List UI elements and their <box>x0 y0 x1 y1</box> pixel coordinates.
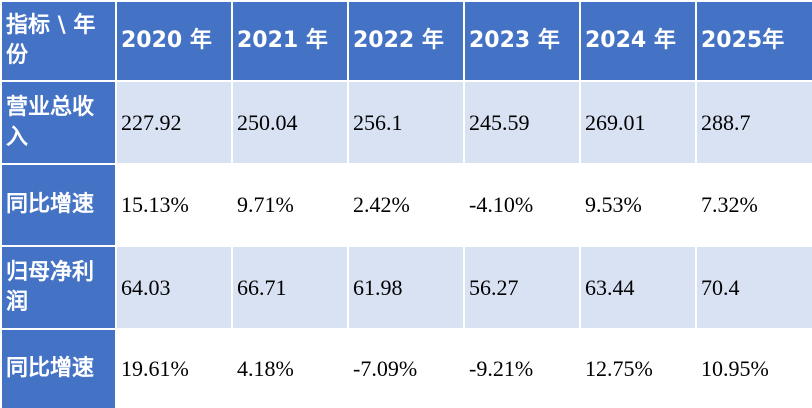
cell: -9.21% <box>463 328 581 408</box>
row-label: 营业总收入 <box>0 80 117 165</box>
cell: 19.61% <box>115 328 233 408</box>
header-row: 指标 \ 年份 2020 年 2021 年 2022 年 2023 年 2024 年 202… <box>0 0 812 82</box>
cell: 256.1 <box>347 80 465 165</box>
cell: 269.01 <box>579 80 697 165</box>
cell: 245.59 <box>463 80 581 165</box>
row-label: 归母净利润 <box>0 245 117 330</box>
cell: 64.03 <box>115 245 233 330</box>
cell: 7.32% <box>695 163 812 247</box>
cell: 288.7 <box>695 80 812 165</box>
header-cell: 2023 年 <box>463 0 581 82</box>
table-row: 同比增速 19.61% 4.18% -7.09% -9.21% 12.75% 10.95% <box>0 328 812 408</box>
cell: -7.09% <box>347 328 465 408</box>
table-row: 归母净利润 64.03 66.71 61.98 56.27 63.44 70.4 <box>0 245 812 330</box>
header-cell: 2020 年 <box>115 0 233 82</box>
cell: 10.95% <box>695 328 812 408</box>
cell: 66.71 <box>231 245 349 330</box>
cell: 56.27 <box>463 245 581 330</box>
cell: 63.44 <box>579 245 697 330</box>
cell: 61.98 <box>347 245 465 330</box>
table-row: 同比增速 15.13% 9.71% 2.42% -4.10% 9.53% 7.32% <box>0 163 812 247</box>
header-cell: 2024 年 <box>579 0 697 82</box>
row-label: 同比增速 <box>0 163 117 247</box>
header-cell: 2022 年 <box>347 0 465 82</box>
table-row: 营业总收入 227.92 250.04 256.1 245.59 269.01 288.7 <box>0 80 812 165</box>
cell: 12.75% <box>579 328 697 408</box>
cell: 227.92 <box>115 80 233 165</box>
header-cell: 2021 年 <box>231 0 349 82</box>
cell: 9.53% <box>579 163 697 247</box>
cell: 4.18% <box>231 328 349 408</box>
cell: 15.13% <box>115 163 233 247</box>
cell: -4.10% <box>463 163 581 247</box>
cell: 70.4 <box>695 245 812 330</box>
header-cell: 指标 \ 年份 <box>0 0 117 82</box>
cell: 250.04 <box>231 80 349 165</box>
header-cell: 2025年 <box>695 0 812 82</box>
cell: 9.71% <box>231 163 349 247</box>
cell: 2.42% <box>347 163 465 247</box>
row-label: 同比增速 <box>0 328 117 408</box>
